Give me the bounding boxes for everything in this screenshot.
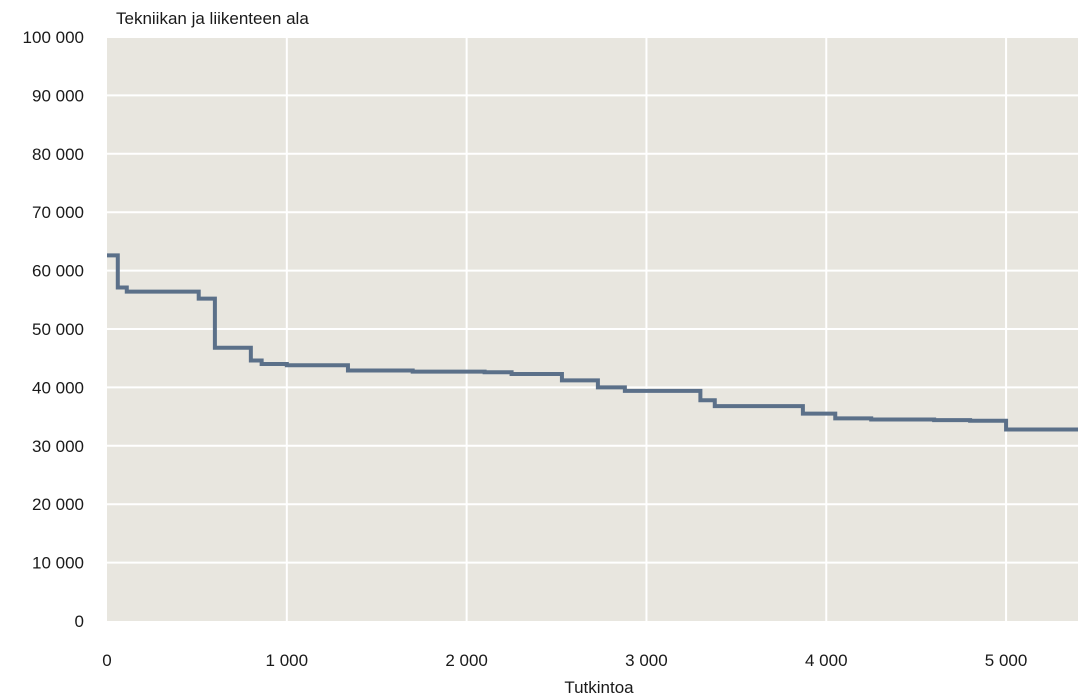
y-axis-ticks: 0 10 000 20 000 30 000 40 000 50 000 60 000 70 …: [23, 28, 84, 631]
x-tick-label: 5 000: [985, 651, 1028, 670]
series-line: [107, 253, 1078, 432]
y-tick-label: 60 000: [32, 262, 84, 281]
y-tick-label: 0: [75, 612, 84, 631]
x-axis-ticks: 0 1 000 2 000 3 000 4 000 5 000: [102, 651, 1027, 670]
y-tick-label: 20 000: [32, 495, 84, 514]
y-tick-label: 70 000: [32, 203, 84, 222]
y-tick-label: 40 000: [32, 378, 84, 397]
y-tick-label: 100 000: [23, 28, 84, 47]
x-tick-label: 3 000: [625, 651, 668, 670]
y-tick-label: 50 000: [32, 320, 84, 339]
x-tick-label: 2 000: [445, 651, 488, 670]
chart-title: Tekniikan ja liikenteen ala: [116, 9, 309, 28]
x-tick-label: 1 000: [266, 651, 309, 670]
x-tick-label: 0: [102, 651, 111, 670]
y-tick-label: 90 000: [32, 86, 84, 105]
x-axis-label: Tutkintoa: [564, 678, 634, 697]
gridlines: [107, 36, 1078, 621]
x-tick-label: 4 000: [805, 651, 848, 670]
y-tick-label: 80 000: [32, 145, 84, 164]
y-tick-label: 30 000: [32, 437, 84, 456]
y-tick-label: 10 000: [32, 554, 84, 573]
